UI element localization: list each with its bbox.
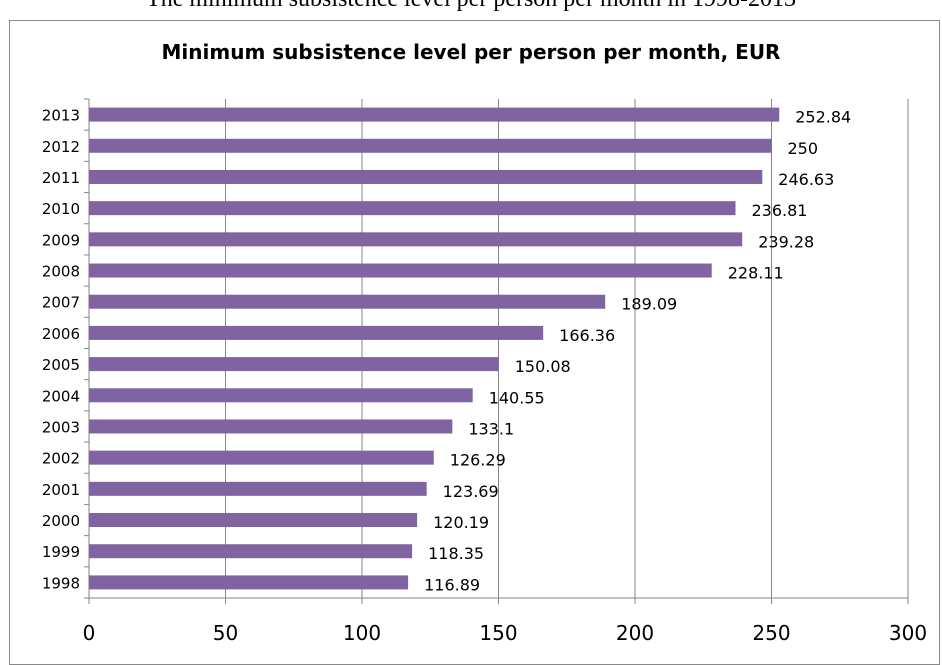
bar: [89, 419, 453, 434]
data-label: 123.69: [443, 482, 499, 501]
bar: [89, 450, 434, 465]
bar: [89, 388, 473, 403]
bar: [89, 544, 413, 559]
y-tick-label: 2012: [42, 138, 80, 156]
y-tick-label: 2001: [42, 481, 80, 499]
data-label: 250: [788, 139, 819, 158]
chart-title: Minimum subsistence level per person per…: [161, 40, 781, 64]
y-tick-label: 1999: [42, 543, 80, 561]
y-tick-label: 2004: [42, 387, 80, 405]
data-label: 140.55: [489, 388, 545, 407]
x-tick-label: 250: [752, 621, 790, 645]
y-tick-label: 2005: [42, 356, 80, 374]
data-label: 120.19: [433, 513, 489, 532]
data-label: 246.63: [778, 170, 834, 189]
bar: [89, 107, 780, 122]
y-tick-label: 2006: [42, 325, 80, 343]
bar: [89, 357, 499, 372]
y-tick-label: 2008: [42, 263, 80, 281]
data-label: 236.81: [751, 201, 807, 220]
data-label: 118.35: [428, 544, 484, 563]
bar: [89, 325, 544, 340]
y-tick-label: 2007: [42, 294, 80, 312]
bar: [89, 201, 736, 216]
data-label: 150.08: [515, 357, 571, 376]
data-label: 228.11: [728, 264, 784, 283]
y-tick-label: 1998: [42, 574, 80, 592]
bar: [89, 169, 763, 184]
bar: [89, 294, 606, 309]
x-tick-label: 200: [616, 621, 654, 645]
x-tick-label: 300: [889, 621, 927, 645]
data-label: 166.36: [559, 326, 615, 345]
data-label: 133.1: [468, 419, 514, 438]
y-tick-label: 2003: [42, 418, 80, 436]
figure-caption: The minimum subsistence level per person…: [0, 0, 942, 13]
y-tick-label: 2009: [42, 231, 80, 249]
x-tick-label: 150: [479, 621, 517, 645]
data-label: 252.84: [795, 108, 851, 127]
bar: [89, 263, 712, 278]
bar: [89, 232, 743, 247]
bar: [89, 513, 418, 528]
y-tick-label: 2013: [42, 107, 80, 125]
data-label: 126.29: [450, 451, 506, 470]
y-tick-label: 2011: [42, 169, 80, 187]
data-label: 189.09: [621, 295, 677, 314]
bar: [89, 138, 772, 153]
bar: [89, 575, 409, 590]
y-tick-label: 2010: [42, 200, 80, 218]
x-tick-label: 0: [83, 621, 96, 645]
x-tick-label: 50: [213, 621, 238, 645]
y-tick-label: 2000: [42, 512, 80, 530]
x-tick-label: 100: [343, 621, 381, 645]
y-tick-label: 2002: [42, 450, 80, 468]
bar: [89, 481, 427, 496]
data-label: 116.89: [424, 575, 480, 594]
data-label: 239.28: [758, 232, 814, 251]
